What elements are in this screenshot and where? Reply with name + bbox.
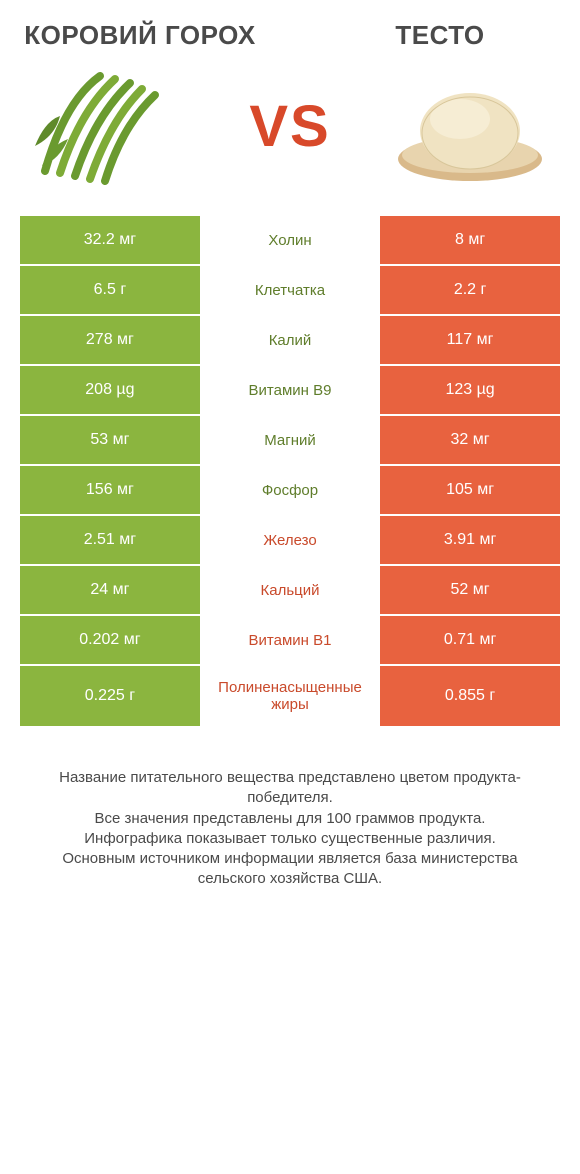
nutrient-label: Калий (200, 316, 380, 364)
right-product-image (390, 61, 550, 191)
right-value: 52 мг (380, 566, 560, 614)
table-row: 6.5 гКлетчатка2.2 г (20, 266, 560, 316)
footnote-line: Основным источником информации является … (30, 849, 550, 890)
left-value: 53 мг (20, 416, 200, 464)
nutrient-label: Витамин B9 (200, 366, 380, 414)
nutrient-label: Фосфор (200, 466, 380, 514)
left-value: 278 мг (20, 316, 200, 364)
left-value: 156 мг (20, 466, 200, 514)
left-value: 208 µg (20, 366, 200, 414)
table-row: 0.225 гПолиненасыщенные жиры0.855 г (20, 666, 560, 728)
dough-icon (390, 61, 550, 191)
nutrient-label: Холин (200, 216, 380, 264)
left-value: 24 мг (20, 566, 200, 614)
nutrient-label: Железо (200, 516, 380, 564)
right-value: 2.2 г (380, 266, 560, 314)
table-row: 32.2 мгХолин8 мг (20, 216, 560, 266)
left-value: 0.202 мг (20, 616, 200, 664)
footnote-line: Инфографика показывает только существенн… (30, 829, 550, 849)
table-row: 53 мгМагний32 мг (20, 416, 560, 466)
titles-row: КОРОВИЙ ГОРОХ ТЕСТО (20, 20, 560, 51)
comparison-infographic: КОРОВИЙ ГОРОХ ТЕСТО VS (0, 0, 580, 890)
table-row: 24 мгКальций52 мг (20, 566, 560, 616)
nutrient-label: Полиненасыщенные жиры (200, 666, 380, 726)
left-value: 0.225 г (20, 666, 200, 726)
right-product-title: ТЕСТО (320, 20, 560, 51)
right-value: 0.855 г (380, 666, 560, 726)
vs-label: VS (249, 93, 330, 160)
nutrient-label: Клетчатка (200, 266, 380, 314)
right-value: 105 мг (380, 466, 560, 514)
footnote-line: Все значения представлены для 100 граммо… (30, 809, 550, 829)
images-row: VS (20, 61, 560, 191)
table-row: 278 мгКалий117 мг (20, 316, 560, 366)
table-row: 156 мгФосфор105 мг (20, 466, 560, 516)
right-value: 0.71 мг (380, 616, 560, 664)
nutrient-label: Магний (200, 416, 380, 464)
right-value: 123 µg (380, 366, 560, 414)
left-value: 32.2 мг (20, 216, 200, 264)
table-row: 208 µgВитамин B9123 µg (20, 366, 560, 416)
table-row: 0.202 мгВитамин B10.71 мг (20, 616, 560, 666)
right-value: 32 мг (380, 416, 560, 464)
table-row: 2.51 мгЖелезо3.91 мг (20, 516, 560, 566)
nutrient-label: Витамин B1 (200, 616, 380, 664)
right-value: 8 мг (380, 216, 560, 264)
left-value: 6.5 г (20, 266, 200, 314)
footnote-line: Название питательного вещества представл… (30, 768, 550, 809)
left-product-title: КОРОВИЙ ГОРОХ (20, 20, 260, 51)
green-beans-icon (30, 61, 190, 191)
comparison-table: 32.2 мгХолин8 мг6.5 гКлетчатка2.2 г278 м… (20, 216, 560, 728)
right-value: 117 мг (380, 316, 560, 364)
footnotes: Название питательного вещества представл… (20, 768, 560, 890)
left-product-image (30, 61, 190, 191)
left-value: 2.51 мг (20, 516, 200, 564)
nutrient-label: Кальций (200, 566, 380, 614)
right-value: 3.91 мг (380, 516, 560, 564)
